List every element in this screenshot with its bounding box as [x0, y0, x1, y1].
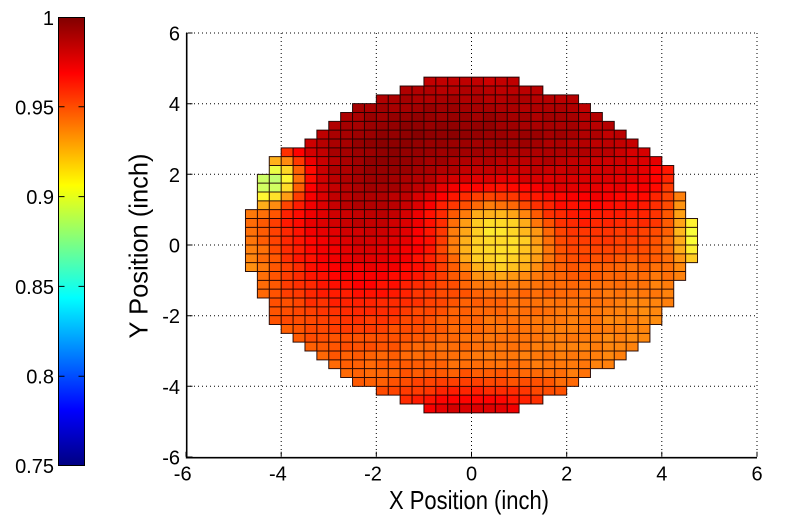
- svg-text:-6: -6: [162, 448, 180, 470]
- svg-text:4: 4: [169, 94, 180, 116]
- svg-text:-6: -6: [174, 464, 192, 486]
- svg-text:6: 6: [751, 464, 762, 486]
- svg-text:0.95: 0.95: [15, 97, 54, 119]
- svg-text:-4: -4: [269, 464, 287, 486]
- svg-text:0.8: 0.8: [26, 367, 54, 389]
- svg-text:-2: -2: [364, 464, 382, 486]
- svg-text:6: 6: [169, 24, 180, 46]
- svg-text:-2: -2: [162, 306, 180, 328]
- svg-text:X Position (inch): X Position (inch): [389, 485, 549, 515]
- svg-text:1: 1: [43, 8, 54, 30]
- svg-text:0: 0: [466, 464, 477, 486]
- svg-text:0: 0: [169, 236, 180, 258]
- svg-text:Y Position (inch): Y Position (inch): [124, 154, 154, 339]
- svg-text:2: 2: [561, 464, 572, 486]
- svg-text:4: 4: [656, 464, 667, 486]
- svg-text:2: 2: [169, 165, 180, 187]
- svg-text:-4: -4: [162, 377, 180, 399]
- svg-text:0.9: 0.9: [26, 187, 54, 209]
- svg-text:0.75: 0.75: [15, 456, 54, 478]
- svg-text:0.85: 0.85: [15, 277, 54, 299]
